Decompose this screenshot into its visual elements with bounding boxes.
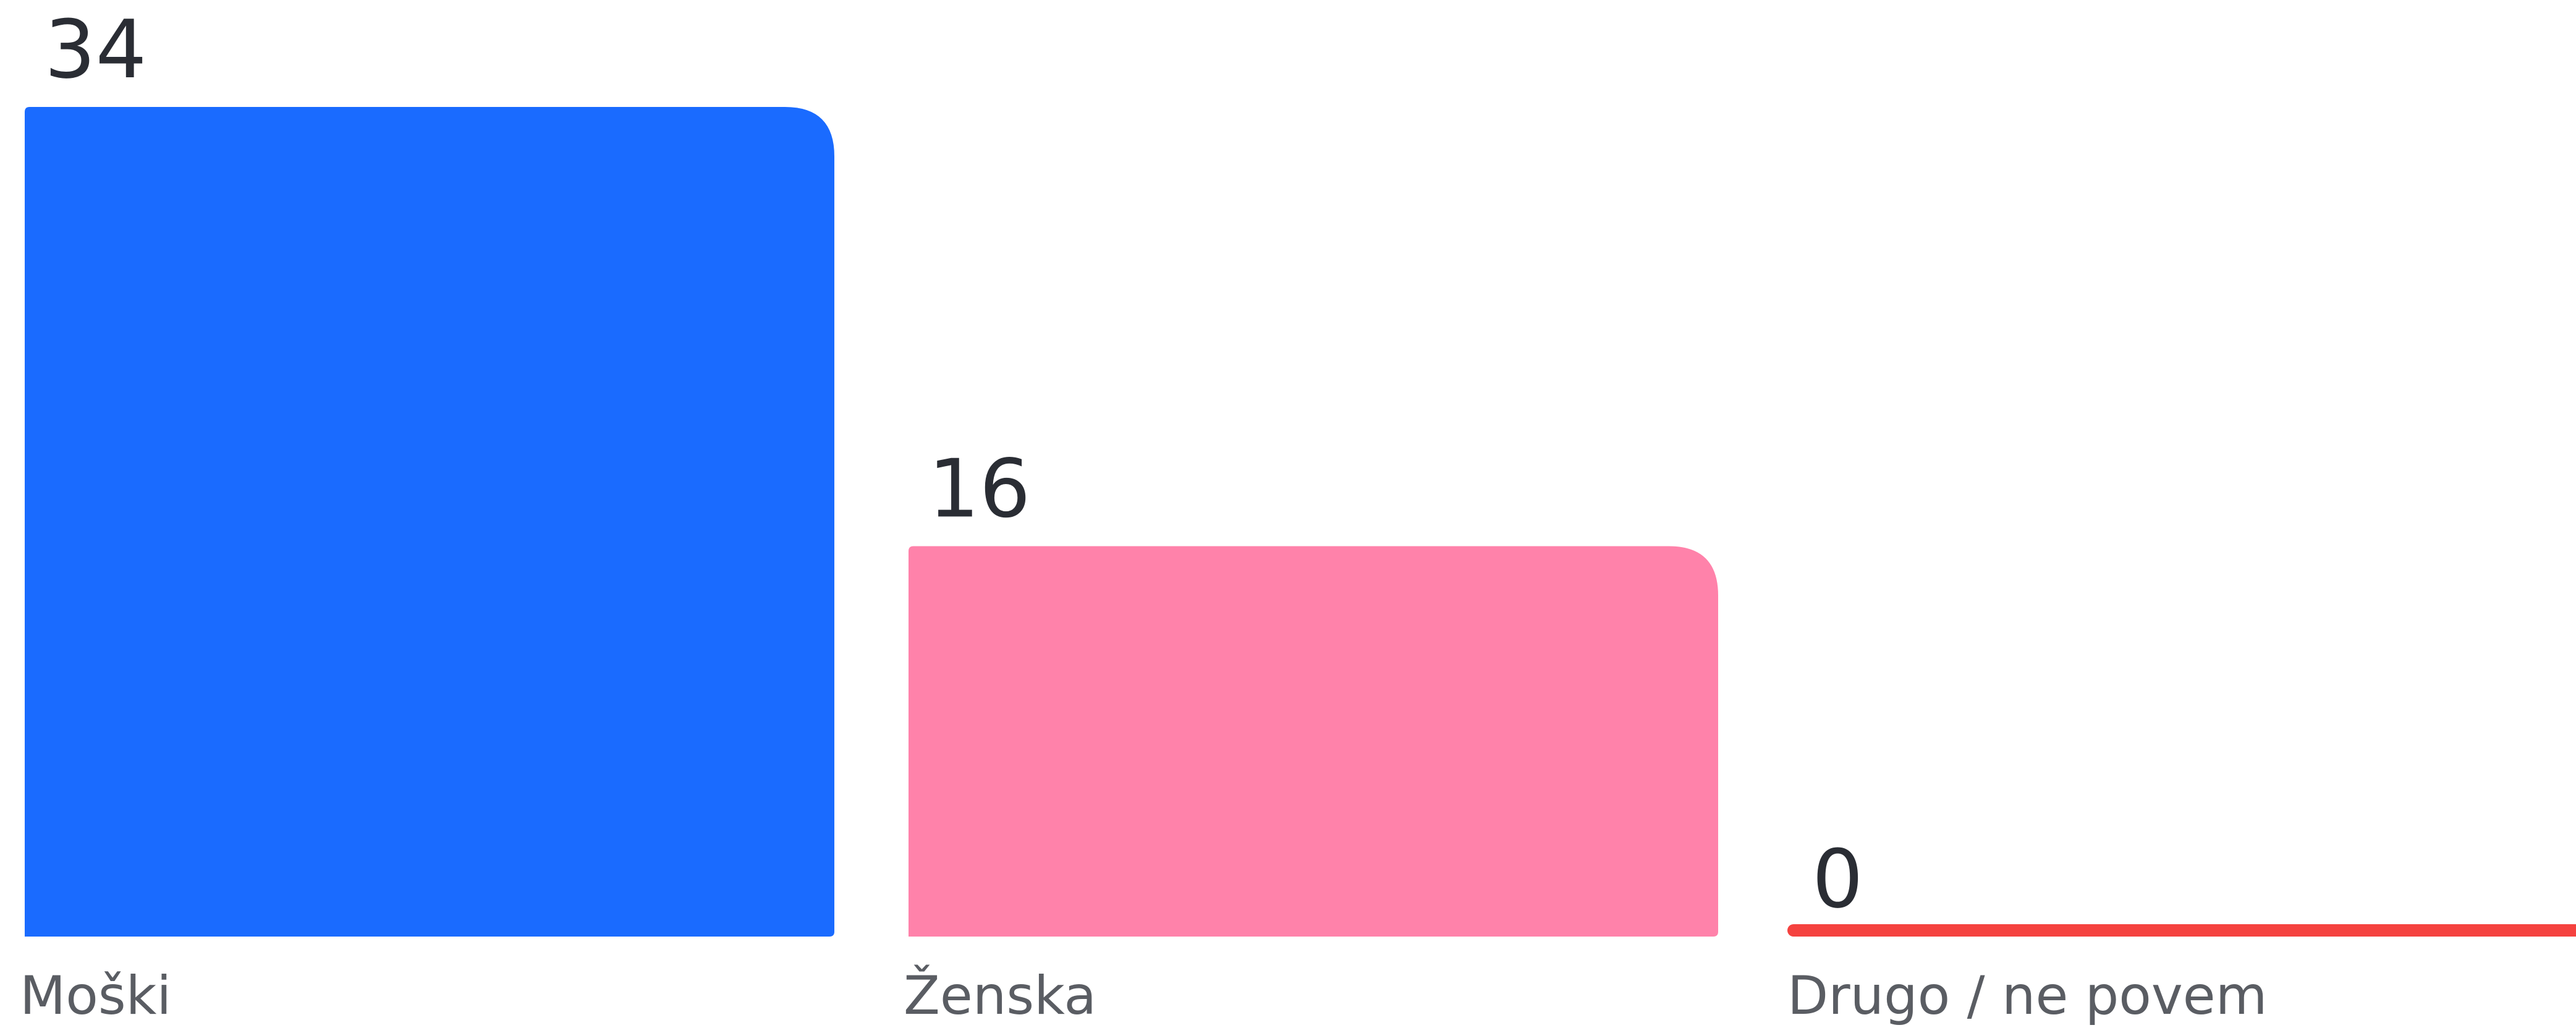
category-label: Drugo / ne povem: [1787, 965, 2267, 1027]
bar: [25, 107, 834, 937]
category-label: Moški: [20, 965, 171, 1027]
bar: [1787, 924, 2576, 937]
value-label: 34: [44, 2, 146, 96]
value-label: 0: [1812, 832, 1863, 926]
value-label: 16: [928, 441, 1030, 535]
category-label: Ženska: [904, 964, 1096, 1027]
bar: [909, 546, 1718, 937]
